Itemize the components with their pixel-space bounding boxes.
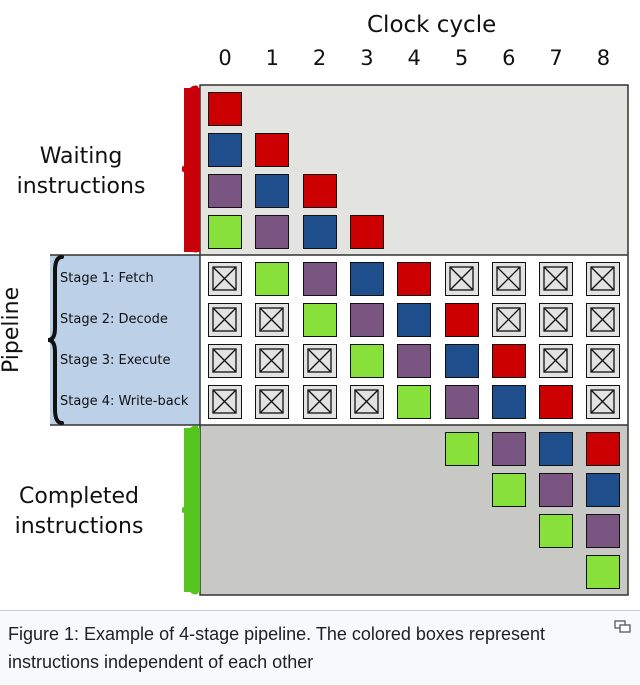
completed-instruction-green bbox=[586, 555, 621, 589]
pipeline-instruction-red bbox=[444, 303, 479, 337]
empty-slot bbox=[491, 303, 526, 337]
pipeline-instruction-purple bbox=[397, 344, 432, 378]
empty-slot bbox=[255, 303, 290, 337]
empty-slot bbox=[255, 385, 290, 419]
column-number: 8 bbox=[596, 46, 611, 70]
completed-brace bbox=[181, 425, 199, 595]
pipeline-instruction-green bbox=[302, 303, 337, 337]
waiting-instruction-red bbox=[255, 133, 290, 167]
pipeline-label: Pipeline bbox=[0, 286, 24, 373]
pipeline-instruction-purple bbox=[444, 385, 479, 419]
pipeline-instruction-purple bbox=[349, 303, 384, 337]
empty-slot bbox=[444, 262, 479, 296]
completed-instruction-blue bbox=[539, 432, 574, 466]
clock-cycle-title: Clock cycle bbox=[367, 12, 497, 38]
waiting-brace bbox=[181, 85, 199, 253]
completed-instruction-blue bbox=[586, 473, 621, 507]
pipeline-stage-area bbox=[50, 255, 200, 425]
pipeline-instruction-red bbox=[539, 385, 574, 419]
empty-slot bbox=[539, 262, 574, 296]
empty-slot bbox=[208, 262, 242, 296]
stage-label: Stage 2: Decode bbox=[60, 312, 168, 327]
column-number: 1 bbox=[265, 46, 279, 70]
empty-slot bbox=[586, 385, 621, 419]
waiting-instruction-red bbox=[208, 92, 242, 126]
completed-instruction-red bbox=[586, 432, 621, 466]
waiting-instruction-red bbox=[302, 174, 337, 208]
pipeline-instruction-green bbox=[255, 262, 290, 296]
empty-slot bbox=[255, 344, 290, 378]
stage-label: Stage 3: Execute bbox=[60, 353, 171, 368]
empty-slot bbox=[539, 344, 574, 378]
diagram-border bbox=[199, 84, 629, 596]
expand-icon[interactable] bbox=[614, 620, 632, 634]
empty-slot bbox=[586, 262, 621, 296]
pipeline-instruction-blue bbox=[349, 262, 384, 296]
column-number: 0 bbox=[218, 46, 232, 70]
waiting-instruction-blue bbox=[302, 215, 337, 249]
empty-slot bbox=[491, 262, 526, 296]
figure-caption: Figure 1: Example of 4-stage pipeline. T… bbox=[8, 624, 545, 672]
empty-slot bbox=[208, 385, 242, 419]
completed-instruction-green bbox=[491, 473, 526, 507]
stage-label: Stage 4: Write-back bbox=[60, 394, 189, 409]
completed-instruction-green bbox=[539, 514, 574, 548]
empty-slot bbox=[349, 385, 384, 419]
empty-slot bbox=[208, 303, 242, 337]
waiting-instructions-label: Waiting instructions bbox=[16, 144, 146, 199]
waiting-instruction-blue bbox=[255, 174, 290, 208]
pipeline-instruction-blue bbox=[491, 385, 526, 419]
pipeline-figure: Clock cycle 0 1 2 3 4 5 6 7 8 Waiting instructio… bbox=[0, 12, 640, 611]
pipeline-instruction-purple bbox=[302, 262, 337, 296]
empty-slot bbox=[208, 344, 242, 378]
column-number: 3 bbox=[360, 46, 374, 70]
pipeline-instruction-green bbox=[397, 385, 432, 419]
empty-slot bbox=[586, 344, 621, 378]
pipeline-instruction-blue bbox=[397, 303, 432, 337]
waiting-instruction-blue bbox=[208, 133, 242, 167]
pipeline-brace bbox=[47, 255, 64, 425]
waiting-instruction-purple bbox=[255, 215, 290, 249]
empty-slot bbox=[302, 385, 337, 419]
completed-instruction-purple bbox=[491, 432, 526, 466]
completed-instruction-purple bbox=[586, 514, 621, 548]
pipeline-instruction-red bbox=[491, 344, 526, 378]
column-number: 4 bbox=[407, 46, 421, 70]
stage-label: Stage 1: Fetch bbox=[60, 271, 154, 286]
pipeline-instruction-blue bbox=[444, 344, 479, 378]
waiting-instruction-purple bbox=[208, 174, 242, 208]
column-number: 7 bbox=[549, 46, 563, 70]
column-number: 2 bbox=[312, 46, 327, 70]
waiting-instruction-red bbox=[349, 215, 384, 249]
completed-instructions-label: Completed instructions bbox=[14, 484, 144, 539]
completed-instruction-green bbox=[444, 432, 479, 466]
empty-slot bbox=[586, 303, 621, 337]
pipeline-instruction-red bbox=[397, 262, 432, 296]
waiting-instruction-green bbox=[208, 215, 242, 249]
empty-slot bbox=[302, 344, 337, 378]
column-number: 6 bbox=[502, 46, 516, 70]
pipeline-instruction-green bbox=[349, 344, 384, 378]
completed-instruction-purple bbox=[539, 473, 574, 507]
empty-slot bbox=[539, 303, 574, 337]
column-number: 5 bbox=[454, 46, 469, 70]
